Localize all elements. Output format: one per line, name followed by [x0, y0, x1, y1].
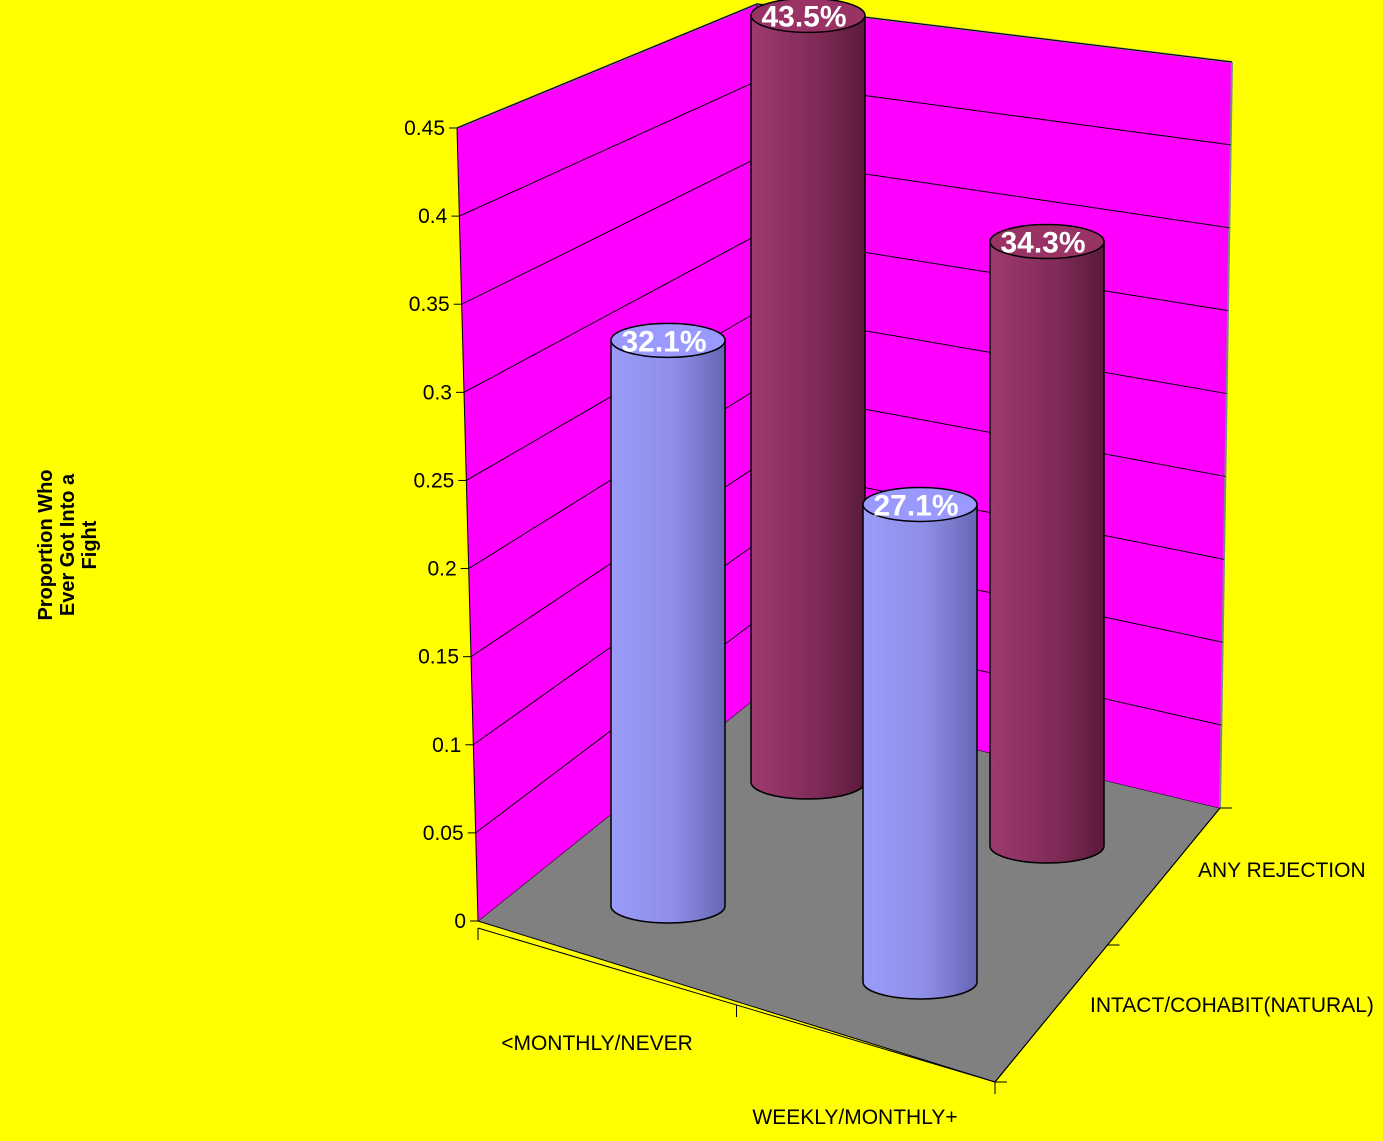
gridline — [456, 3, 1233, 129]
cylinder-body — [750, 14, 866, 800]
wall-right-edge — [1219, 61, 1233, 809]
data-label: 34.3% — [1000, 227, 1085, 260]
y-tick-label: 0.25 — [413, 469, 454, 492]
y-tick-label: 0.45 — [404, 117, 445, 140]
cylinders: 43.5% 34.3% 32.1% 27.1% — [610, 0, 1105, 1000]
cylinder-body — [610, 339, 726, 924]
cylinder-bar: 43.5% — [750, 0, 866, 800]
cylinder-bar: 34.3% — [989, 223, 1105, 864]
cylinder-body — [989, 240, 1105, 864]
series-axis-label: INTACT/COHABIT(NATURAL) — [1090, 994, 1374, 1017]
y-tick-label: 0.3 — [423, 381, 452, 404]
y-axis-title: Proportion WhoEver Got Into aFight — [35, 469, 101, 620]
cylinder-top — [750, 0, 866, 34]
x-category-label: <MONTHLY/NEVER — [501, 1032, 693, 1055]
y-tick-label: 0.2 — [427, 558, 456, 581]
y-tick-label: 0.15 — [418, 646, 459, 669]
axes — [477, 807, 1232, 1094]
y-tick-label: 0.4 — [418, 205, 448, 228]
y-axis: 0 0.05 0.1 0.15 0.2 0.25 0.3 0.35 0.4 0.45 — [404, 117, 479, 933]
y-tick-label: 0.1 — [432, 734, 461, 757]
data-label: 43.5% — [761, 0, 846, 33]
cylinder-bar: 27.1% — [862, 486, 978, 1000]
y-tick-label: 0 — [454, 910, 466, 933]
data-label: 32.1% — [621, 325, 706, 358]
series-axis-label: ANY REJECTION — [1198, 859, 1366, 882]
cylinder-top — [610, 322, 726, 359]
cylinder-top — [989, 223, 1105, 260]
cylinder-bar: 32.1% — [610, 322, 726, 924]
cylinder-body — [862, 503, 978, 1000]
y-axis-line — [456, 127, 479, 922]
cylinder-top — [862, 486, 978, 523]
data-label: 27.1% — [873, 489, 958, 522]
text-labels: Proportion WhoEver Got Into aFight <MONTH… — [35, 469, 1374, 1129]
y-tick-label: 0.05 — [423, 822, 464, 845]
x-category-label: WEEKLY/MONTHLY+ — [752, 1106, 957, 1129]
y-tick-label: 0.35 — [409, 293, 450, 316]
